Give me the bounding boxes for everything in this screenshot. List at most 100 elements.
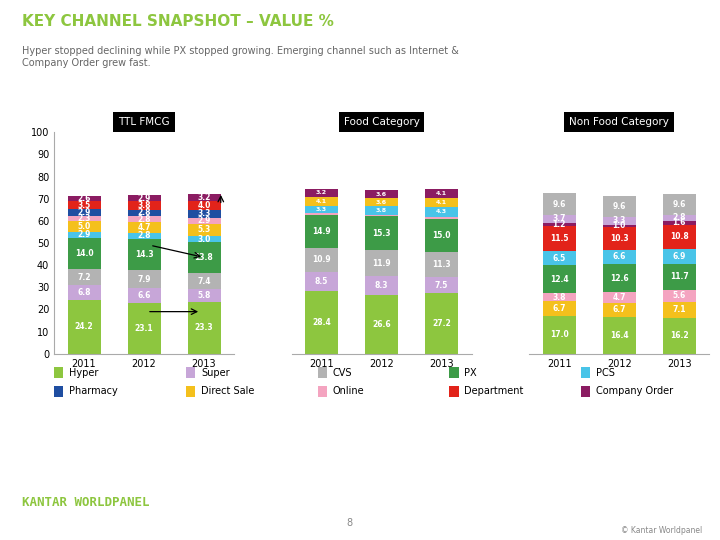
Text: PX: PX xyxy=(464,368,477,377)
Bar xyxy=(68,300,101,354)
Text: 6.6: 6.6 xyxy=(613,252,626,261)
Text: 5.0: 5.0 xyxy=(77,222,91,231)
Bar xyxy=(127,302,161,354)
Bar xyxy=(425,277,458,293)
Bar xyxy=(603,217,636,225)
Text: 4.1: 4.1 xyxy=(316,199,327,204)
Bar xyxy=(127,239,161,271)
Text: 16.4: 16.4 xyxy=(610,331,629,340)
Bar xyxy=(127,288,161,302)
Bar xyxy=(187,201,220,210)
Bar xyxy=(365,190,398,198)
Text: 11.7: 11.7 xyxy=(670,272,688,281)
Text: 3.5: 3.5 xyxy=(77,201,91,210)
Text: 4.7: 4.7 xyxy=(138,223,150,232)
Text: 4.1: 4.1 xyxy=(436,191,447,196)
Bar xyxy=(127,216,161,222)
Bar xyxy=(662,215,696,221)
Text: 12.4: 12.4 xyxy=(550,274,569,284)
Text: 1.2: 1.2 xyxy=(552,220,566,228)
Text: PCS: PCS xyxy=(596,368,615,377)
Text: 28.4: 28.4 xyxy=(312,318,331,327)
Bar xyxy=(543,215,576,223)
Text: 2.3: 2.3 xyxy=(77,214,91,222)
Bar xyxy=(543,193,576,215)
Bar xyxy=(187,302,220,354)
Text: Online: Online xyxy=(333,387,364,396)
Text: CVS: CVS xyxy=(333,368,352,377)
Bar xyxy=(127,233,161,239)
Text: 5.3: 5.3 xyxy=(197,225,211,234)
Text: Super: Super xyxy=(201,368,230,377)
Text: 7.1: 7.1 xyxy=(672,306,686,314)
Bar xyxy=(187,194,220,201)
Text: 3.3: 3.3 xyxy=(316,207,327,212)
Text: 2.8: 2.8 xyxy=(138,214,150,224)
Text: 3.8: 3.8 xyxy=(138,201,150,210)
Bar xyxy=(68,209,101,215)
Text: 2.8: 2.8 xyxy=(672,213,686,222)
Text: © Kantar Worldpanel: © Kantar Worldpanel xyxy=(621,526,702,535)
Text: 27.2: 27.2 xyxy=(432,319,451,328)
Text: 5.6: 5.6 xyxy=(672,292,686,300)
Bar xyxy=(127,222,161,233)
Text: Pharmacy: Pharmacy xyxy=(69,387,118,396)
Text: 23.1: 23.1 xyxy=(135,323,153,333)
Bar xyxy=(365,250,398,276)
Text: 3.0: 3.0 xyxy=(197,234,211,244)
Bar xyxy=(603,318,636,354)
Text: 11.5: 11.5 xyxy=(550,234,569,243)
Text: 15.0: 15.0 xyxy=(432,231,451,240)
Bar xyxy=(187,242,220,273)
Bar xyxy=(662,264,696,290)
Text: 6.5: 6.5 xyxy=(552,254,566,262)
Text: 2.8: 2.8 xyxy=(138,231,150,240)
Bar xyxy=(187,210,220,218)
Text: 13.8: 13.8 xyxy=(194,253,213,262)
Bar xyxy=(425,252,458,277)
Text: 3.6: 3.6 xyxy=(376,192,387,197)
Text: 3.7: 3.7 xyxy=(552,214,566,223)
Bar xyxy=(127,201,161,210)
Text: 2.8: 2.8 xyxy=(138,208,150,218)
Text: 6.6: 6.6 xyxy=(138,291,150,300)
Bar xyxy=(662,225,696,248)
Bar xyxy=(662,318,696,354)
Text: 9.6: 9.6 xyxy=(613,202,626,211)
Text: 8: 8 xyxy=(346,518,352,528)
Text: Hyper: Hyper xyxy=(69,368,99,377)
Text: 3.2: 3.2 xyxy=(316,191,327,195)
Text: 8.5: 8.5 xyxy=(315,277,328,286)
Text: 9.6: 9.6 xyxy=(552,200,566,208)
Text: KEY CHANNEL SNAPSHOT – VALUE %: KEY CHANNEL SNAPSHOT – VALUE % xyxy=(22,14,333,29)
Text: KANTAR WΟRLDPANEL: KANTAR WΟRLDPANEL xyxy=(22,496,149,509)
Bar xyxy=(543,223,576,226)
Bar xyxy=(305,213,338,215)
Text: 3.2: 3.2 xyxy=(197,193,211,202)
Bar xyxy=(127,271,161,288)
Text: Department: Department xyxy=(464,387,523,396)
Bar xyxy=(425,198,458,207)
Text: 15.3: 15.3 xyxy=(372,228,391,238)
Text: 3.3: 3.3 xyxy=(613,217,626,226)
Text: 11.3: 11.3 xyxy=(432,260,451,269)
Bar xyxy=(187,273,220,289)
Title: TTL FMCG: TTL FMCG xyxy=(118,117,170,127)
Bar xyxy=(603,225,636,227)
Bar xyxy=(543,251,576,265)
Text: 14.0: 14.0 xyxy=(75,249,94,258)
Text: 7.4: 7.4 xyxy=(197,276,211,286)
Bar xyxy=(127,195,161,201)
Bar xyxy=(365,216,398,250)
Text: 10.8: 10.8 xyxy=(670,232,688,241)
Text: 7.5: 7.5 xyxy=(435,281,449,289)
Text: 3.6: 3.6 xyxy=(376,200,387,205)
Bar xyxy=(68,269,101,285)
Bar xyxy=(305,291,338,354)
Text: 9.6: 9.6 xyxy=(672,200,686,209)
Bar xyxy=(662,194,696,215)
Bar xyxy=(425,219,458,252)
Text: 4.0: 4.0 xyxy=(197,201,211,210)
Text: 4.1: 4.1 xyxy=(436,200,447,205)
Bar xyxy=(305,272,338,291)
